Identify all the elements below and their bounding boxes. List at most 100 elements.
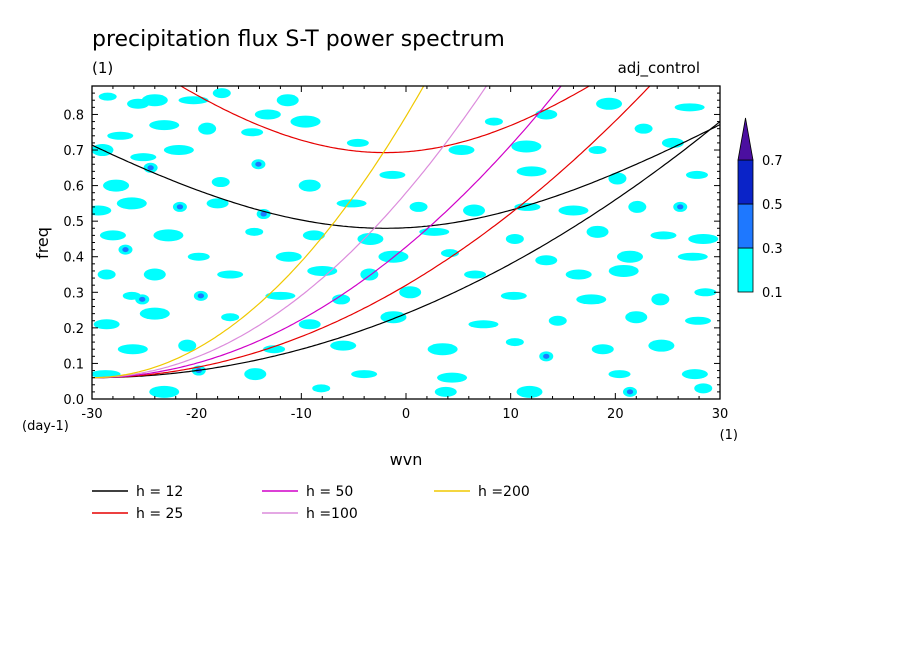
legend-label: h = 25 <box>136 506 183 522</box>
heatmap-patch <box>212 88 231 99</box>
x-tick-label: 10 <box>502 407 519 422</box>
x-tick-label: 20 <box>607 407 624 422</box>
heatmap-patch <box>149 385 180 398</box>
heatmap-patch <box>97 269 116 280</box>
heatmap-patch <box>591 344 614 355</box>
heatmap-patch <box>468 320 499 329</box>
x-tick-label: 30 <box>712 407 729 422</box>
y-tick-label: 0.7 <box>63 144 84 159</box>
heatmap-patch <box>245 227 264 236</box>
dispersion-curve <box>92 124 720 229</box>
heatmap-patch <box>116 197 147 210</box>
heatmap-patch <box>625 311 648 324</box>
colorbar-swatch <box>737 203 754 249</box>
heatmap-patch <box>622 386 637 397</box>
heatmap-patch <box>535 109 558 120</box>
heatmap-patch <box>275 251 302 262</box>
chart-subtitle-left: (1) <box>92 59 113 77</box>
heatmap-patch <box>256 209 271 220</box>
heatmap-patch <box>694 288 717 297</box>
heatmap-patch <box>558 205 589 216</box>
y-tick-label: 0.6 <box>63 180 84 195</box>
colorbar-swatch <box>737 117 754 161</box>
legend-label: h =100 <box>306 506 358 522</box>
heatmap-patch <box>187 252 210 261</box>
x-unit-label: (1) <box>720 428 738 443</box>
heatmap-patch <box>346 138 369 147</box>
colorbar-label: 0.1 <box>762 286 783 301</box>
heatmap-patch <box>265 291 296 300</box>
legend-label: h = 12 <box>136 484 183 500</box>
heatmap-patch <box>427 343 458 356</box>
heatmap-patch <box>153 229 184 242</box>
heatmap-patch <box>516 166 547 177</box>
kelvin-curve <box>92 86 425 379</box>
x-axis-label: wvn <box>390 450 423 469</box>
y-tick-label: 0.4 <box>63 251 84 266</box>
heatmap-patch <box>448 145 475 156</box>
heatmap-patch <box>332 294 351 305</box>
heatmap-patch <box>130 153 157 162</box>
y-tick-label: 0.1 <box>63 357 84 372</box>
heatmap-patch <box>172 201 187 212</box>
dispersion-curves <box>92 86 720 379</box>
heatmap-patch <box>178 96 209 105</box>
heatmap-patch <box>516 385 543 398</box>
heatmap-patch <box>211 177 230 188</box>
dispersion-curve <box>179 86 591 154</box>
y-tick-label: 0.2 <box>63 322 84 337</box>
heatmap-patch <box>674 103 705 112</box>
heatmap-patch <box>608 264 639 277</box>
heatmap-patch <box>548 315 567 326</box>
heatmap-patch <box>307 265 338 276</box>
heatmap-patch <box>608 172 627 185</box>
heatmap-patch <box>535 255 558 266</box>
heatmap-patch <box>276 94 299 107</box>
heatmap-patch <box>298 319 321 330</box>
heatmap-patch <box>484 117 503 126</box>
x-axis: -30 -20 -10 0 10 20 30 <box>81 86 728 422</box>
colorbar-swatch <box>737 159 754 205</box>
heatmap-patch <box>99 230 126 241</box>
heatmap-patch <box>576 294 607 305</box>
heatmap-patch <box>330 340 357 351</box>
heatmap-patch <box>596 97 623 110</box>
heatmap-patch <box>677 252 708 261</box>
heatmap-patch <box>302 230 325 241</box>
y-tick-label: 0.5 <box>63 215 84 230</box>
heatmap-patch <box>135 294 150 305</box>
heatmap-patch <box>437 372 468 383</box>
heatmap-patch <box>290 115 321 128</box>
heatmap-patch <box>616 250 643 263</box>
heatmap-patch <box>586 225 609 238</box>
y-tick-label: 0.8 <box>63 108 84 123</box>
heatmap-patch <box>505 233 524 244</box>
heatmap-patch <box>149 120 180 131</box>
heatmap-patch <box>409 201 428 212</box>
colorbar-swatch <box>737 247 754 293</box>
heatmap-patch <box>651 293 670 306</box>
heatmap-patch <box>681 369 708 380</box>
heatmap-patch <box>118 244 133 255</box>
heatmap-patch <box>254 109 281 120</box>
chart-subtitle-right: adj_control <box>618 59 700 78</box>
heatmap-patch <box>634 123 653 134</box>
heatmap-patch <box>694 383 713 394</box>
heatmap-patch <box>139 307 170 320</box>
heatmap-patch <box>178 339 197 352</box>
heatmap-patch <box>500 291 527 300</box>
heatmap-patch <box>379 170 406 179</box>
kelvin-curve <box>92 86 651 379</box>
kelvin-curve <box>92 86 488 379</box>
heatmap-patch <box>193 290 208 301</box>
heatmap-patch <box>464 270 487 279</box>
plot-area: -30 -20 -10 0 10 20 30 0.00.10.20.30.40.50.60.… <box>63 85 728 422</box>
plot-frame <box>91 85 721 400</box>
x-tick-label: -30 <box>81 407 102 422</box>
heatmap-patch <box>263 345 286 354</box>
heatmap-patch <box>608 370 631 379</box>
x-tick-label: 0 <box>402 407 410 422</box>
y-tick-label: 0.3 <box>63 286 84 301</box>
heatmap-patch <box>141 94 168 107</box>
